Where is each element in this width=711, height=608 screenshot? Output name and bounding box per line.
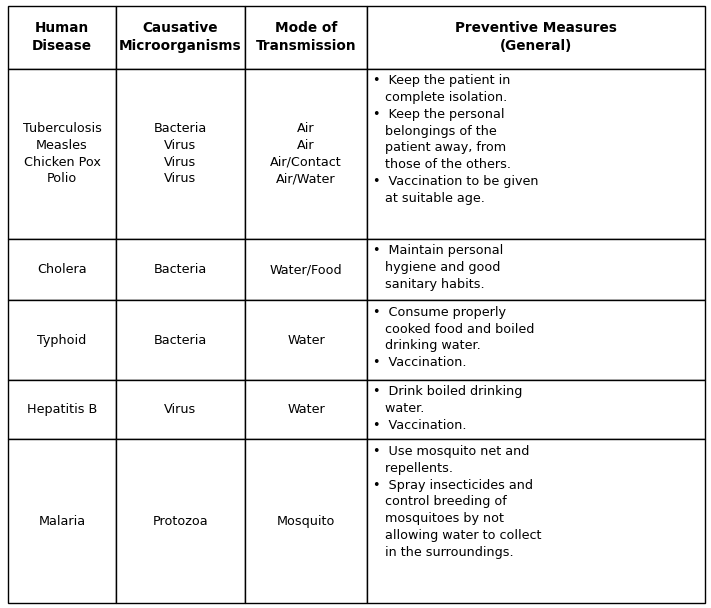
Bar: [116, 300, 245, 380]
Text: Typhoid: Typhoid: [38, 334, 87, 347]
Text: Bacteria: Bacteria: [154, 334, 207, 347]
Text: Water: Water: [287, 403, 325, 416]
Bar: [116, 380, 245, 440]
Bar: [367, 239, 705, 300]
Text: Air
Air
Air/Contact
Air/Water: Air Air Air/Contact Air/Water: [270, 122, 342, 185]
Bar: [367, 69, 705, 239]
Text: Bacteria: Bacteria: [154, 263, 207, 276]
Text: Malaria: Malaria: [38, 515, 85, 528]
Bar: [367, 380, 705, 440]
Bar: [8, 69, 116, 239]
Text: •  Keep the patient in
   complete isolation.
•  Keep the personal
   belongings: • Keep the patient in complete isolation…: [373, 74, 538, 205]
Bar: [367, 6, 705, 69]
Bar: [116, 440, 245, 603]
Text: Causative
Microorganisms: Causative Microorganisms: [119, 21, 242, 54]
Bar: [245, 69, 367, 239]
Text: Cholera: Cholera: [37, 263, 87, 276]
Bar: [245, 440, 367, 603]
Text: Tuberculosis
Measles
Chicken Pox
Polio: Tuberculosis Measles Chicken Pox Polio: [23, 122, 102, 185]
Text: Mosquito: Mosquito: [277, 515, 335, 528]
Text: Human
Disease: Human Disease: [32, 21, 92, 54]
Bar: [245, 380, 367, 440]
Text: Hepatitis B: Hepatitis B: [27, 403, 97, 416]
Bar: [8, 6, 116, 69]
Bar: [116, 69, 245, 239]
Bar: [8, 239, 116, 300]
Bar: [8, 440, 116, 603]
Text: Preventive Measures
(General): Preventive Measures (General): [455, 21, 617, 54]
Text: •  Drink boiled drinking
   water.
•  Vaccination.: • Drink boiled drinking water. • Vaccina…: [373, 385, 523, 432]
Text: Water: Water: [287, 334, 325, 347]
Text: Bacteria
Virus
Virus
Virus: Bacteria Virus Virus Virus: [154, 122, 207, 185]
Bar: [367, 440, 705, 603]
Text: •  Use mosquito net and
   repellents.
•  Spray insecticides and
   control bree: • Use mosquito net and repellents. • Spr…: [373, 445, 542, 559]
Bar: [116, 6, 245, 69]
Bar: [8, 380, 116, 440]
Bar: [245, 300, 367, 380]
Text: •  Maintain personal
   hygiene and good
   sanitary habits.: • Maintain personal hygiene and good san…: [373, 244, 503, 291]
Text: Protozoa: Protozoa: [153, 515, 208, 528]
Bar: [245, 239, 367, 300]
Bar: [116, 239, 245, 300]
Text: Virus: Virus: [164, 403, 197, 416]
Bar: [367, 300, 705, 380]
Bar: [8, 300, 116, 380]
Bar: [245, 6, 367, 69]
Text: •  Consume properly
   cooked food and boiled
   drinking water.
•  Vaccination.: • Consume properly cooked food and boile…: [373, 306, 535, 369]
Text: Water/Food: Water/Food: [269, 263, 342, 276]
Text: Mode of
Transmission: Mode of Transmission: [256, 21, 356, 54]
